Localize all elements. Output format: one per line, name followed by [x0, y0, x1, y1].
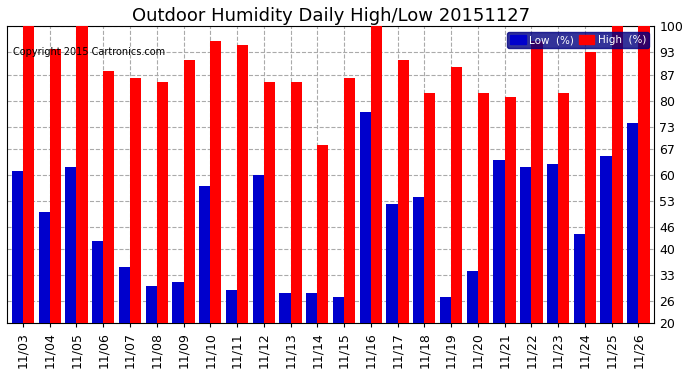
Bar: [558, 93, 569, 323]
Bar: [306, 293, 317, 323]
Legend: Low  (%), High  (%): Low (%), High (%): [507, 32, 649, 48]
Bar: [39, 212, 50, 323]
Bar: [573, 234, 584, 323]
Bar: [627, 123, 638, 323]
Bar: [531, 41, 542, 323]
Bar: [279, 293, 290, 323]
Bar: [253, 175, 264, 323]
Bar: [119, 267, 130, 323]
Bar: [333, 297, 344, 323]
Bar: [493, 160, 504, 323]
Bar: [520, 167, 531, 323]
Bar: [50, 49, 61, 323]
Bar: [359, 112, 371, 323]
Bar: [386, 204, 397, 323]
Bar: [210, 41, 221, 323]
Bar: [104, 71, 115, 323]
Bar: [317, 145, 328, 323]
Bar: [638, 27, 649, 323]
Bar: [130, 78, 141, 323]
Bar: [504, 97, 515, 323]
Bar: [66, 167, 77, 323]
Bar: [397, 60, 408, 323]
Bar: [600, 156, 611, 323]
Bar: [199, 186, 210, 323]
Bar: [344, 78, 355, 323]
Bar: [424, 93, 435, 323]
Bar: [451, 67, 462, 323]
Bar: [226, 290, 237, 323]
Title: Outdoor Humidity Daily High/Low 20151127: Outdoor Humidity Daily High/Low 20151127: [132, 7, 530, 25]
Bar: [584, 53, 596, 323]
Bar: [23, 27, 34, 323]
Text: Copyright 2015 Cartronics.com: Copyright 2015 Cartronics.com: [13, 47, 166, 57]
Bar: [184, 60, 195, 323]
Bar: [12, 171, 23, 323]
Bar: [611, 27, 623, 323]
Bar: [264, 82, 275, 323]
Bar: [237, 45, 248, 323]
Bar: [546, 164, 558, 323]
Bar: [172, 282, 184, 323]
Bar: [290, 82, 302, 323]
Bar: [371, 27, 382, 323]
Bar: [466, 271, 477, 323]
Bar: [157, 82, 168, 323]
Bar: [440, 297, 451, 323]
Bar: [146, 286, 157, 323]
Bar: [92, 242, 104, 323]
Bar: [77, 27, 88, 323]
Bar: [413, 197, 424, 323]
Bar: [477, 93, 489, 323]
